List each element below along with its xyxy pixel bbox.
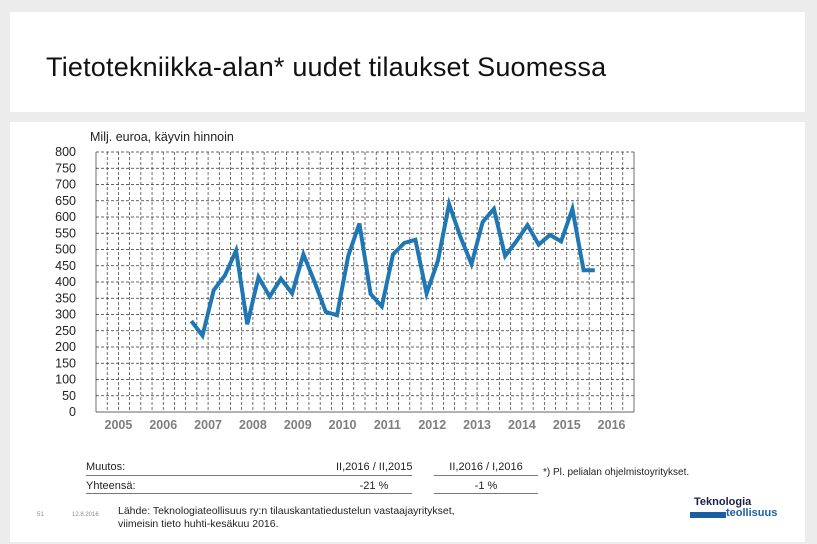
y-tick-label: 550 bbox=[55, 226, 76, 240]
x-tick-label: 2014 bbox=[508, 418, 536, 432]
y-tick-label: 600 bbox=[55, 210, 76, 224]
x-tick-label: 2009 bbox=[284, 418, 312, 432]
col1-header-rule bbox=[336, 475, 412, 476]
logo-text-bottom: teollisuus bbox=[726, 507, 778, 519]
series-line bbox=[189, 196, 595, 341]
x-tick-label: 2013 bbox=[463, 418, 491, 432]
y-tick-label: 150 bbox=[55, 356, 76, 370]
col2-value-rule bbox=[434, 493, 538, 494]
y-axis-label: Milj. euroa, käyvin hinnoin bbox=[90, 130, 234, 144]
orders-line-chart: 0 50 100 150 200 250 300 350 400 450 500 550 600 650 7… bbox=[55, 145, 635, 432]
x-tick-label: 2012 bbox=[418, 418, 446, 432]
y-tick-label: 650 bbox=[55, 194, 76, 208]
change-label: Muutos: bbox=[86, 461, 126, 473]
y-tick-label: 700 bbox=[55, 178, 76, 192]
y-tick-label: 250 bbox=[55, 324, 76, 338]
y-tick-label: 50 bbox=[62, 389, 76, 403]
x-tick-label: 2016 bbox=[598, 418, 626, 432]
source-line-2: viimeisin tieto huhti-kesäkuu 2016. bbox=[118, 518, 279, 530]
y-tick-label: 0 bbox=[69, 405, 76, 419]
col1-header: II,2016 / II,2015 bbox=[336, 461, 413, 473]
content-panel: 0 50 100 150 200 250 300 350 400 450 500 550 600 650 7… bbox=[10, 122, 805, 542]
x-tick-label: 2011 bbox=[374, 418, 401, 432]
y-tick-label: 200 bbox=[55, 340, 76, 354]
col2-header-rule bbox=[434, 475, 538, 476]
col2-value: -1 % bbox=[474, 480, 498, 492]
slide-title: Tietotekniikka-alan* uudet tilaukset Suo… bbox=[46, 52, 607, 82]
y-tick-label: 100 bbox=[55, 373, 76, 387]
footnote: *) Pl. pelialan ohjelmistoyritykset. bbox=[543, 467, 690, 478]
x-tick-label: 2010 bbox=[329, 418, 357, 432]
total-label: Yhteensä: bbox=[86, 480, 136, 492]
title-panel: Tietotekniikka-alan* uudet tilaukset Suo… bbox=[10, 12, 805, 112]
logo-bar bbox=[690, 512, 726, 518]
source-line-1: Lähde: Teknologiateollisuus ry:n tilausk… bbox=[118, 505, 455, 517]
page-number: 51 bbox=[37, 512, 44, 518]
header-rule bbox=[86, 475, 356, 476]
x-tick-label: 2006 bbox=[149, 418, 177, 432]
col1-value-rule bbox=[336, 493, 412, 494]
slide-date: 12.8.2016 bbox=[72, 512, 99, 518]
x-tick-label: 2007 bbox=[194, 418, 222, 432]
col1-value: -21 % bbox=[359, 480, 389, 492]
x-tick-label: 2015 bbox=[553, 418, 581, 432]
logo-text-top: Teknologia bbox=[694, 496, 752, 508]
total-rule bbox=[86, 493, 356, 494]
x-tick-label: 2008 bbox=[239, 418, 267, 432]
y-tick-label: 750 bbox=[55, 161, 76, 175]
y-tick-label: 500 bbox=[55, 243, 76, 257]
y-tick-label: 400 bbox=[55, 275, 76, 289]
col2-header: II,2016 / I,2016 bbox=[449, 461, 523, 473]
y-tick-label: 450 bbox=[55, 259, 76, 273]
y-tick-label: 800 bbox=[55, 145, 76, 159]
y-tick-label: 300 bbox=[55, 308, 76, 322]
x-tick-label: 2005 bbox=[105, 418, 133, 432]
y-tick-label: 350 bbox=[55, 291, 76, 305]
